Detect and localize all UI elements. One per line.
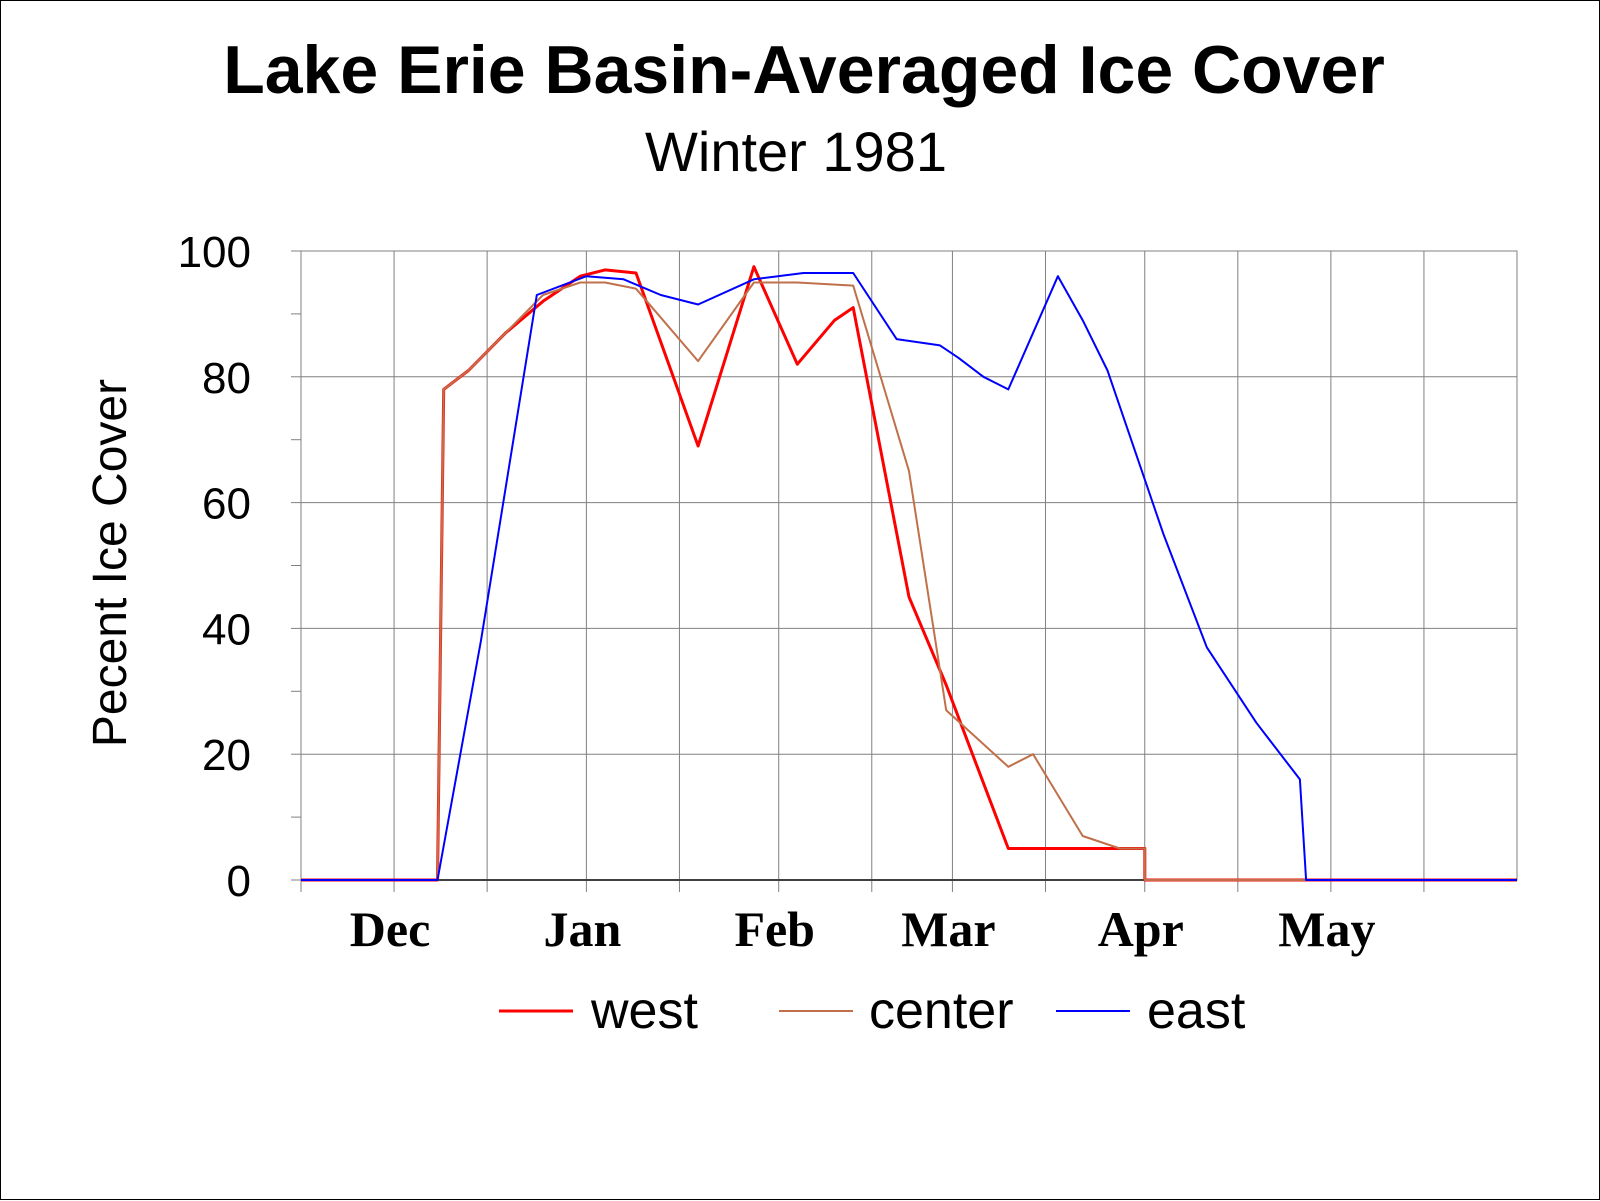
x-tick-label: May — [1278, 901, 1375, 957]
plot-area — [300, 250, 1518, 881]
y-tick-label: 0 — [227, 857, 251, 906]
x-tick-label: Feb — [734, 901, 815, 957]
x-tick-label: Apr — [1098, 901, 1184, 957]
y-tick-label: 60 — [202, 480, 251, 529]
legend: west center east — [499, 982, 1246, 1040]
chart-title: Lake Erie Basin-Averaged Ice Cover — [223, 32, 1385, 108]
series-line-west — [301, 265, 1517, 882]
legend-label-west: west — [590, 982, 698, 1040]
x-tick-label: Dec — [350, 901, 431, 957]
legend-label-center: center — [869, 982, 1014, 1040]
axis-layer: 0 20 40 60 80 100 Dec Jan Feb Mar Apr May — [178, 228, 1518, 957]
y-tick-label: 80 — [202, 354, 251, 403]
series-line-center — [301, 281, 1517, 881]
chart-subtitle: Winter 1981 — [645, 120, 947, 183]
x-tick-label: Mar — [901, 901, 995, 957]
series-line-east — [301, 272, 1517, 881]
y-tick-label: 40 — [202, 605, 251, 654]
series-layer — [301, 265, 1517, 882]
grid-layer — [301, 250, 1517, 880]
y-axis-label: Pecent Ice Cover — [84, 379, 137, 747]
y-tick-label: 100 — [178, 228, 251, 277]
y-tick-label: 20 — [202, 731, 251, 780]
x-tick-label: Jan — [543, 901, 621, 957]
legend-label-east: east — [1147, 982, 1246, 1040]
